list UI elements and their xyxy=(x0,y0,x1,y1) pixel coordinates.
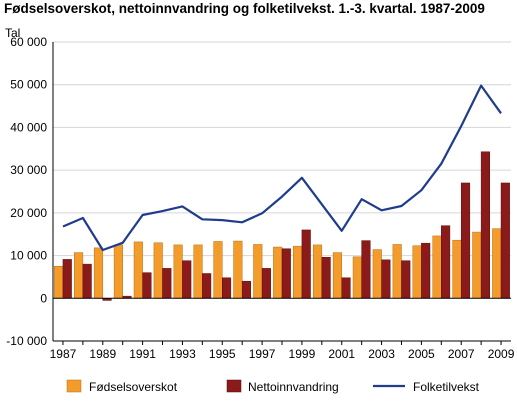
bar-fodselsoverskot xyxy=(332,252,342,299)
x-tick-label: 2005 xyxy=(408,347,435,361)
legend-label-fodselsoverskot: Fødselsoverskot xyxy=(89,380,178,394)
bar-fodselsoverskot xyxy=(133,241,143,299)
y-tick-label: 10 000 xyxy=(10,249,47,263)
bar-nettoinnvandring xyxy=(500,182,510,299)
bar-nettoinnvandring xyxy=(421,242,431,299)
y-tick-label: 40 000 xyxy=(10,120,47,134)
bar-fodselsoverskot xyxy=(253,244,263,299)
bar-fodselsoverskot xyxy=(213,241,223,299)
bar-fodselsoverskot xyxy=(312,244,323,299)
x-tick-label: 1995 xyxy=(209,347,236,361)
bar-fodselsoverskot xyxy=(492,228,502,299)
y-axis-label: Tal xyxy=(5,26,20,40)
bar-fodselsoverskot xyxy=(153,242,163,299)
y-tick-label: -10 000 xyxy=(6,334,47,348)
bar-fodselsoverskot xyxy=(173,244,183,299)
bar-fodselsoverskot xyxy=(432,235,442,299)
bar-fodselsoverskot xyxy=(74,252,84,299)
axis-layer: -10 000 0 10 000 20 000 30 000 40 000 50 000 60… xyxy=(5,26,515,361)
bar-nettoinnvandring xyxy=(182,260,192,299)
x-tick-label: 1999 xyxy=(289,347,316,361)
x-tick-label: 2003 xyxy=(368,347,395,361)
x-tick-label: 1987 xyxy=(50,347,77,361)
bar-fodselsoverskot xyxy=(233,240,243,299)
legend-swatch-nettoinnvandring xyxy=(226,379,242,393)
x-tick-label: 2009 xyxy=(488,347,515,361)
bar-nettoinnvandring xyxy=(142,272,152,299)
y-tick-label: 50 000 xyxy=(10,78,47,92)
bar-fodselsoverskot xyxy=(372,249,382,299)
bar-fodselsoverskot xyxy=(93,247,104,299)
bar-fodselsoverskot xyxy=(352,256,362,299)
bar-nettoinnvandring xyxy=(321,257,331,299)
bar-nettoinnvandring xyxy=(361,240,371,299)
bar-nettoinnvandring xyxy=(441,225,451,299)
x-tick-label: 1989 xyxy=(89,347,116,361)
line-layer xyxy=(62,84,502,252)
bar-nettoinnvandring xyxy=(162,268,172,299)
legend-layer: Fødselsoverskot Nettoinnvandring Folketilv… xyxy=(66,379,480,394)
y-tick-label: 30 000 xyxy=(10,163,47,177)
bar-nettoinnvandring xyxy=(301,229,311,299)
bar-fodselsoverskot xyxy=(412,245,422,299)
bar-nettoinnvandring xyxy=(381,259,391,299)
bar-fodselsoverskot xyxy=(113,244,123,299)
x-tick-label: 2007 xyxy=(448,347,475,361)
bar-fodselsoverskot xyxy=(293,245,303,299)
legend-label-folketilvekst: Folketilvekst xyxy=(413,380,480,394)
bar-nettoinnvandring xyxy=(460,182,471,299)
bar-nettoinnvandring xyxy=(241,280,252,299)
bar-nettoinnvandring xyxy=(222,277,232,299)
x-tick-label: 1991 xyxy=(129,347,156,361)
bar-fodselsoverskot xyxy=(193,244,203,299)
x-tick-label: 2001 xyxy=(328,347,355,361)
chart-title: Fødselsoverskot, nettoinnvandring og fol… xyxy=(4,1,485,16)
bar-nettoinnvandring xyxy=(202,273,212,299)
bar-fodselsoverskot xyxy=(273,246,283,299)
bar-nettoinnvandring xyxy=(401,260,411,299)
bar-fodselsoverskot xyxy=(392,244,402,299)
bar-fodselsoverskot xyxy=(472,231,482,299)
bar-fodselsoverskot xyxy=(54,266,64,299)
x-tick-label: 1993 xyxy=(169,347,196,361)
bar-nettoinnvandring xyxy=(341,277,351,299)
legend-label-nettoinnvandring: Nettoinnvandring xyxy=(248,380,339,394)
bar-nettoinnvandring xyxy=(82,263,92,299)
bar-nettoinnvandring xyxy=(261,268,271,299)
legend-swatch-fodselsoverskot xyxy=(66,379,82,393)
y-tick-label: 0 xyxy=(40,291,47,305)
y-tick-label: 20 000 xyxy=(10,206,47,220)
bar-nettoinnvandring xyxy=(62,259,72,299)
x-tick-label: 1997 xyxy=(249,347,276,361)
y-tick-label: 60 000 xyxy=(10,35,47,49)
bars-layer xyxy=(54,151,510,301)
line-folketilvekst xyxy=(62,84,502,252)
bar-fodselsoverskot xyxy=(452,239,462,299)
bar-nettoinnvandring xyxy=(480,151,490,299)
bar-nettoinnvandring xyxy=(281,248,291,299)
